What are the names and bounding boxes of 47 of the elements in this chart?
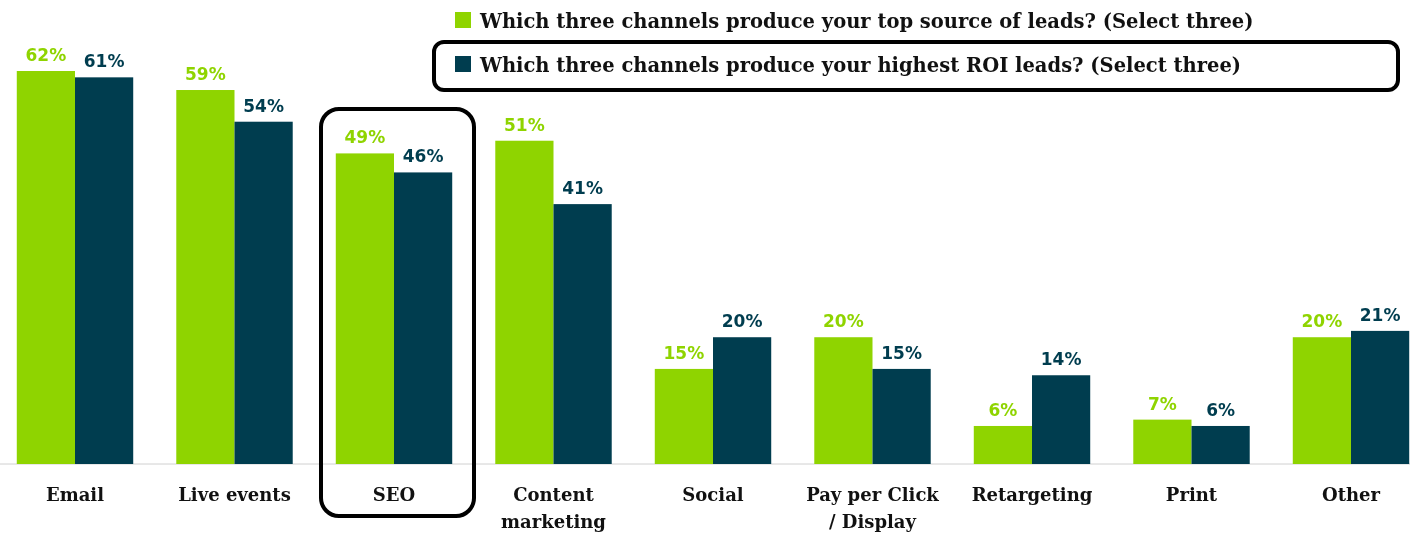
bar bbox=[495, 140, 554, 464]
bar bbox=[1032, 375, 1091, 464]
data-label: 21% bbox=[1359, 304, 1401, 325]
data-label: 14% bbox=[1040, 349, 1082, 370]
data-label: 61% bbox=[83, 51, 125, 72]
bar bbox=[553, 204, 612, 464]
bar bbox=[335, 153, 394, 464]
data-label: 62% bbox=[25, 45, 67, 65]
bar bbox=[654, 368, 713, 464]
bar bbox=[234, 121, 293, 464]
bar bbox=[973, 425, 1032, 464]
data-label: 20% bbox=[1301, 311, 1343, 332]
x-tick-label: Live events bbox=[178, 484, 291, 505]
data-label: 46% bbox=[402, 146, 444, 167]
data-label: 15% bbox=[663, 342, 705, 363]
data-label: 6% bbox=[1206, 399, 1236, 420]
x-tick-label: Print bbox=[1165, 484, 1218, 505]
data-label: 6% bbox=[988, 399, 1018, 420]
x-tick-label: Retargeting bbox=[971, 484, 1093, 505]
bar bbox=[176, 90, 235, 464]
bar bbox=[814, 337, 873, 464]
x-tick-label: Content marketing bbox=[501, 484, 607, 532]
bar bbox=[75, 77, 134, 464]
bar bbox=[872, 368, 931, 464]
x-tick-label: SEO bbox=[372, 484, 416, 505]
bar bbox=[1191, 425, 1250, 464]
legend-label: Which three channels produce your highest ROI leads? (Select three) bbox=[479, 54, 1242, 77]
bar bbox=[16, 71, 75, 464]
x-tick-label: Email bbox=[45, 484, 105, 505]
bar bbox=[1133, 419, 1192, 464]
x-tick-label: Other bbox=[1321, 484, 1381, 505]
data-label: 20% bbox=[721, 311, 763, 332]
data-label: 49% bbox=[344, 127, 386, 148]
x-tick-label: Social bbox=[682, 484, 744, 505]
data-label: 59% bbox=[185, 64, 226, 85]
data-label: 51% bbox=[504, 114, 545, 135]
data-label: 41% bbox=[562, 178, 603, 199]
bar bbox=[1351, 330, 1410, 464]
x-tick-label: Pay per Click / Display bbox=[806, 484, 940, 532]
data-label: 20% bbox=[823, 311, 864, 332]
data-label: 15% bbox=[881, 342, 922, 363]
data-label: 7% bbox=[1147, 393, 1177, 414]
legend-label: Which three channels produce your top source of leads? (Select three) bbox=[479, 10, 1254, 33]
bar bbox=[394, 172, 453, 464]
bar bbox=[1292, 337, 1351, 464]
data-label: 54% bbox=[243, 95, 284, 116]
bar bbox=[713, 337, 772, 464]
